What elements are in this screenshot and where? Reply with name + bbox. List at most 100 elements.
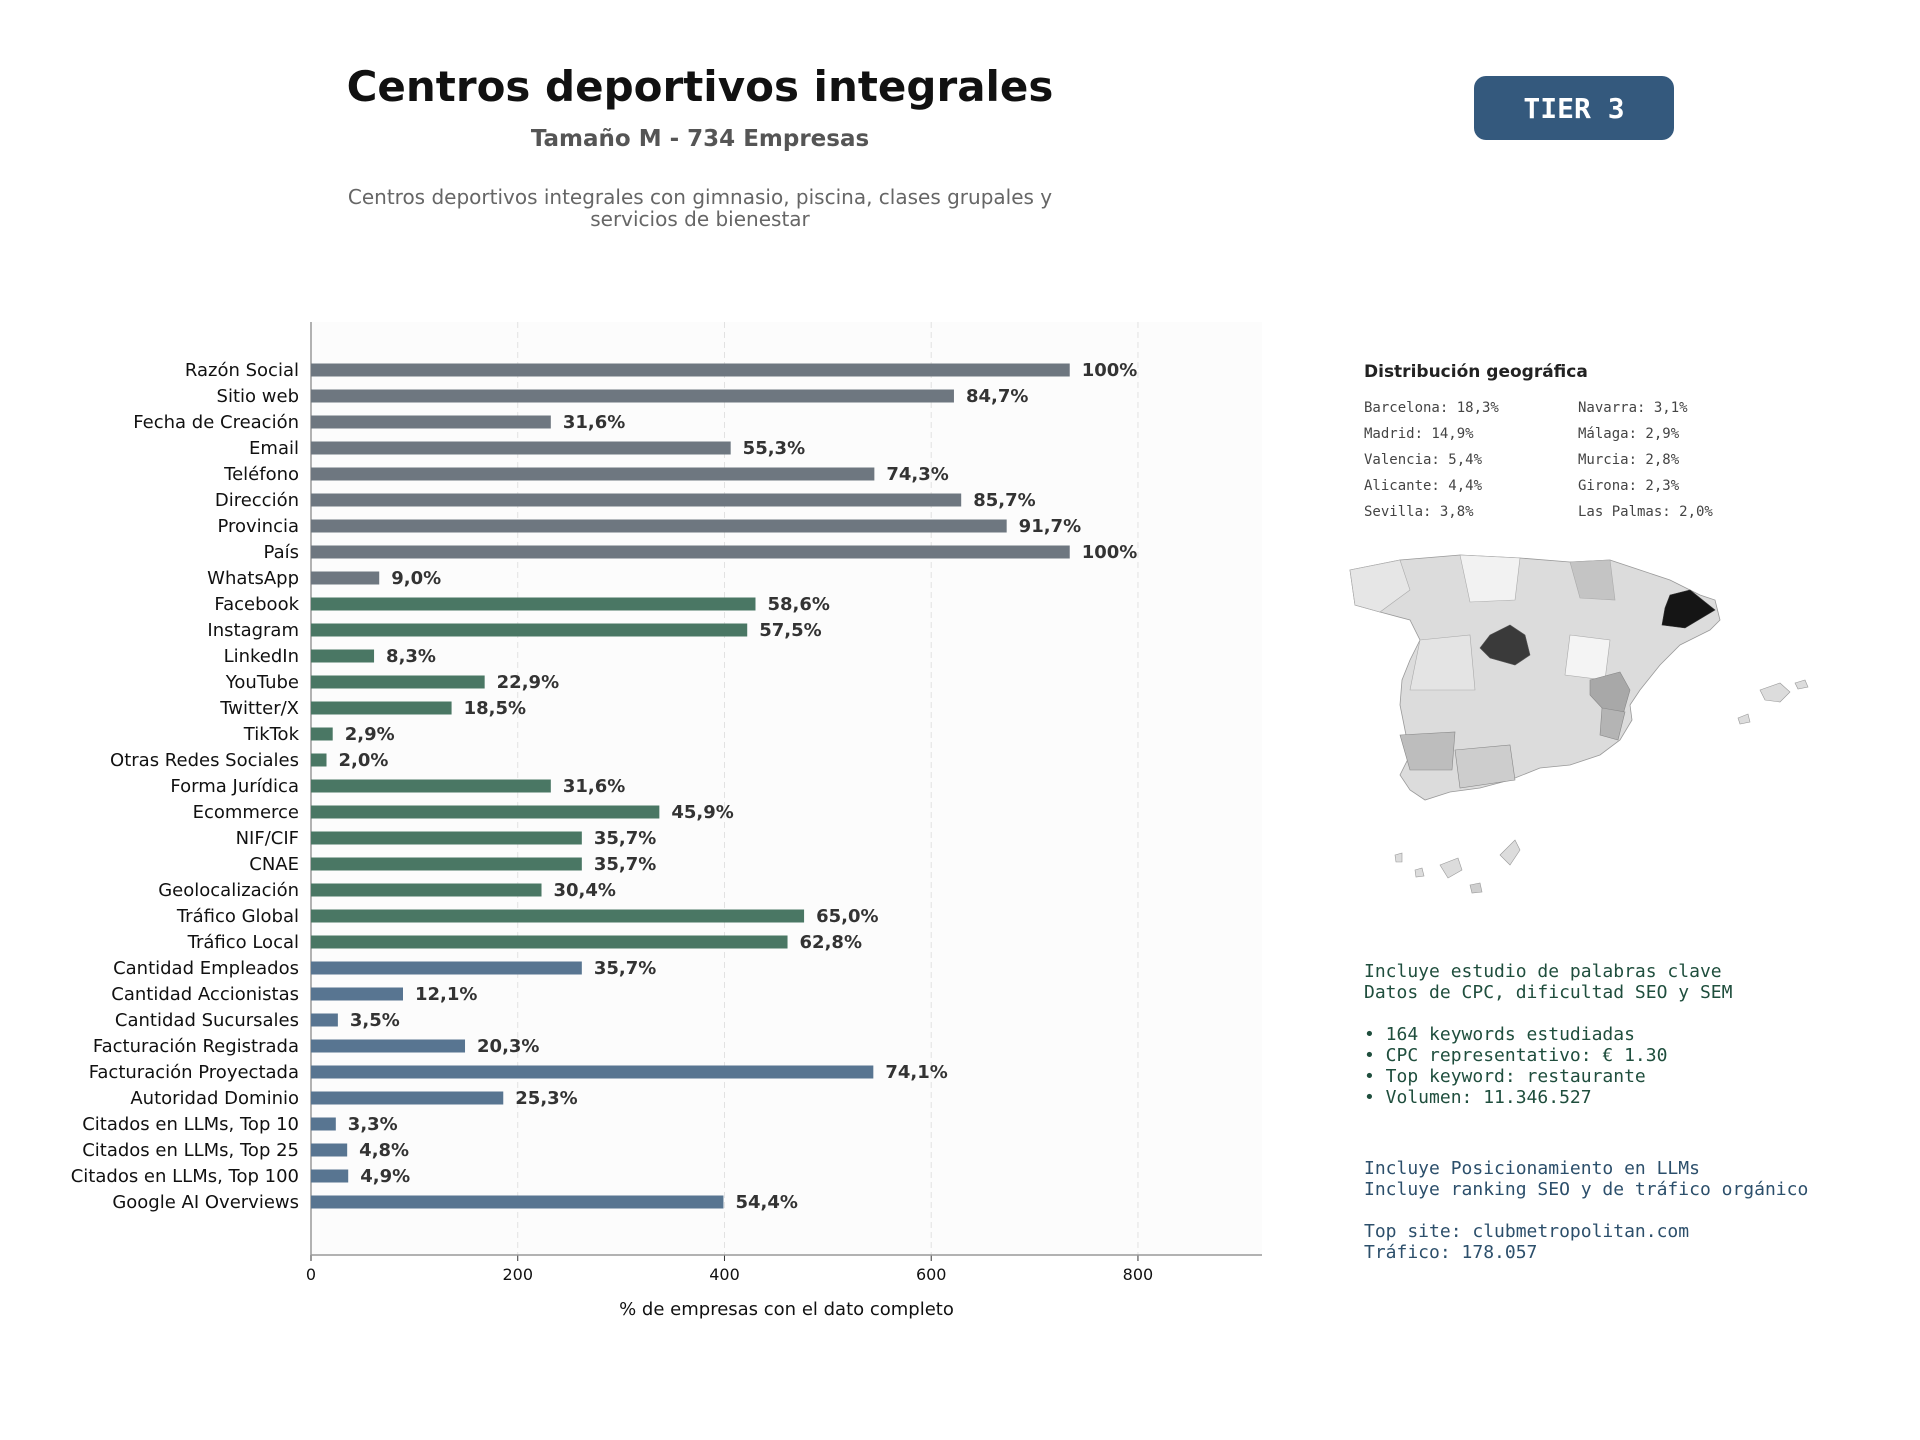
category-label: Cantidad Sucursales (115, 1010, 299, 1031)
top-site-traffic: Tráfico: 178.057 (1364, 1242, 1538, 1263)
category-label: Citados en LLMs, Top 10 (82, 1114, 299, 1135)
category-label: Facturación Registrada (93, 1036, 299, 1057)
data-label: 100% (1082, 542, 1138, 563)
tier-badge: TIER 3 (1474, 76, 1674, 140)
keywords-line: Datos de CPC, dificultad SEO y SEM (1364, 982, 1733, 1003)
data-label: 2,0% (339, 750, 389, 771)
bar (311, 675, 485, 689)
data-label: 20,3% (477, 1036, 539, 1057)
bar (311, 961, 582, 975)
chart-title: Centros deportivos integrales (346, 62, 1054, 111)
bar (311, 987, 403, 1001)
data-label: 2,9% (345, 724, 395, 745)
data-label: 31,6% (563, 776, 625, 797)
category-label: Citados en LLMs, Top 25 (82, 1140, 299, 1161)
x-axis-label: % de empresas con el dato completo (619, 1299, 954, 1320)
map-balearics (1759, 682, 1791, 703)
geo-item: Las Palmas: 2,0% (1578, 504, 1713, 520)
data-label: 55,3% (743, 438, 805, 459)
category-label: Facebook (214, 594, 299, 615)
bar (311, 1039, 466, 1053)
category-label: País (264, 542, 299, 563)
bar (311, 779, 551, 793)
bar (311, 831, 582, 845)
geo-item: Málaga: 2,9% (1578, 426, 1680, 442)
bar (311, 1143, 348, 1157)
top-site: Top site: clubmetropolitan.com (1364, 1221, 1690, 1242)
data-label: 57,5% (759, 620, 821, 641)
bar (311, 805, 660, 819)
bar (311, 727, 333, 741)
data-label: 31,6% (563, 412, 625, 433)
data-label: 4,9% (360, 1166, 410, 1187)
map-barcelona (1661, 589, 1716, 629)
category-label: Facturación Proyectada (89, 1062, 299, 1083)
geo-item: Murcia: 2,8% (1578, 452, 1680, 468)
data-label: 9,0% (391, 568, 441, 589)
data-label: 30,4% (554, 880, 616, 901)
spain-map (1349, 554, 1809, 894)
geo-title: Distribución geográfica (1364, 362, 1588, 382)
category-label: Teléfono (223, 464, 299, 485)
bar (311, 441, 731, 455)
data-label: 74,1% (885, 1062, 947, 1083)
bar (311, 415, 551, 429)
category-label: TikTok (243, 724, 300, 745)
bar (311, 493, 962, 507)
category-label: Dirección (215, 490, 299, 511)
data-label: 8,3% (386, 646, 436, 667)
category-label: Cantidad Accionistas (111, 984, 299, 1005)
bar (311, 545, 1070, 559)
geo-item: Alicante: 4,4% (1364, 478, 1483, 494)
data-label: 3,5% (350, 1010, 400, 1031)
bar (311, 1013, 338, 1027)
data-label: 65,0% (816, 906, 878, 927)
map-madrid (1479, 624, 1531, 666)
data-label: 25,3% (515, 1088, 577, 1109)
category-label: Tráfico Local (187, 932, 299, 953)
llm-block: Incluye Posicionamiento en LLMs Incluye … (1364, 1158, 1808, 1263)
data-label: 3,3% (348, 1114, 398, 1135)
data-label: 58,6% (767, 594, 829, 615)
category-label: Autoridad Dominio (130, 1088, 299, 1109)
data-label: 35,7% (594, 854, 656, 875)
category-label: Tráfico Global (176, 906, 299, 927)
bar-chart: 0 200 400 600 800 Razón Social 100% Sitio web 84… (71, 322, 1262, 1320)
bar (311, 935, 788, 949)
data-label: 45,9% (671, 802, 733, 823)
category-label: Fecha de Creación (133, 412, 299, 433)
category-label: Provincia (217, 516, 299, 537)
category-label: LinkedIn (224, 646, 299, 667)
llm-line: Incluye ranking SEO y de tráfico orgánic… (1364, 1179, 1809, 1200)
data-label: 62,8% (800, 932, 862, 953)
keywords-bullet: • Top keyword: restaurante (1364, 1066, 1646, 1087)
category-label: Geolocalización (158, 880, 299, 901)
bar (311, 363, 1070, 377)
data-label: 100% (1082, 360, 1138, 381)
category-label: Twitter/X (219, 698, 299, 719)
keywords-block: Incluye estudio de palabras clave Datos … (1364, 961, 1732, 1108)
bar (311, 519, 1007, 533)
bar (311, 909, 805, 923)
geo-item: Barcelona: 18,3% (1364, 400, 1499, 416)
keywords-bullet: • Volumen: 11.346.527 (1364, 1087, 1592, 1108)
geo-item: Madrid: 14,9% (1364, 426, 1474, 442)
x-tick-label: 400 (709, 1265, 740, 1284)
bar (311, 1091, 504, 1105)
bar (311, 467, 875, 481)
category-label: NIF/CIF (236, 828, 299, 849)
geo-item: Girona: 2,3% (1578, 478, 1680, 494)
keywords-bullet: • 164 keywords estudiadas (1364, 1024, 1635, 1045)
data-label: 74,3% (886, 464, 948, 485)
geo-item: Valencia: 5,4% (1364, 452, 1483, 468)
bar (311, 1117, 336, 1131)
geo-item: Sevilla: 3,8% (1364, 504, 1474, 520)
data-label: 35,7% (594, 828, 656, 849)
data-label: 12,1% (415, 984, 477, 1005)
llm-line: Incluye Posicionamiento en LLMs (1364, 1158, 1700, 1179)
data-label: 4,8% (359, 1140, 409, 1161)
category-label: YouTube (225, 672, 299, 693)
x-tick-label: 600 (916, 1265, 947, 1284)
category-label: WhatsApp (207, 568, 299, 589)
data-label: 54,4% (735, 1192, 797, 1213)
